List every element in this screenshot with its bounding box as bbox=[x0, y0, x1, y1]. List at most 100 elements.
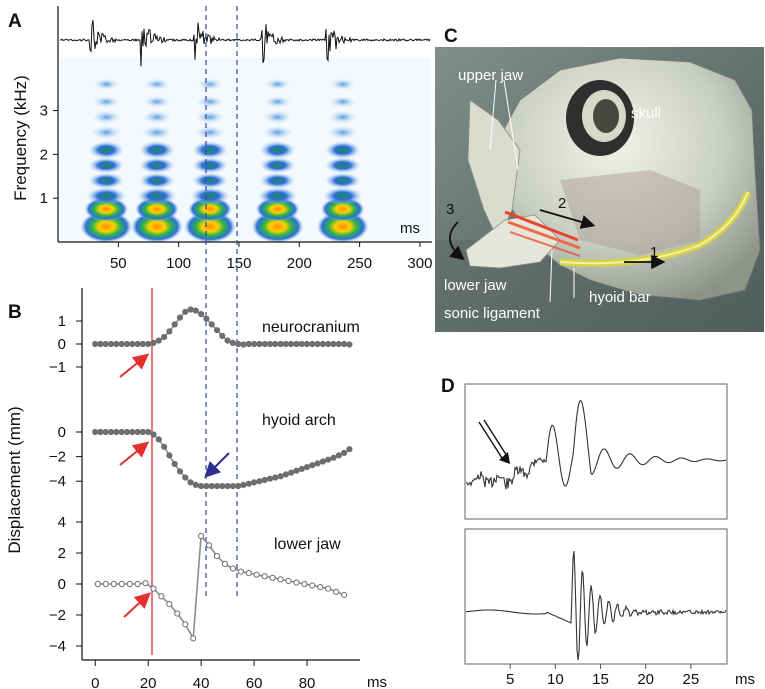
spectrogram-band bbox=[90, 125, 123, 140]
spectrogram-band bbox=[91, 110, 122, 125]
data-point bbox=[235, 483, 242, 490]
data-point bbox=[118, 428, 125, 436]
spectrogram-band bbox=[138, 141, 175, 159]
data-point bbox=[94, 580, 102, 588]
data-point bbox=[198, 311, 205, 318]
data-point bbox=[261, 340, 268, 348]
red-arrow-lower-jaw bbox=[123, 592, 151, 618]
data-point bbox=[206, 542, 213, 549]
panel-b-y-tick-label: −4 bbox=[49, 638, 66, 655]
data-point bbox=[319, 458, 326, 465]
data-point bbox=[142, 580, 149, 587]
panel-b-x-tick-label: 0 bbox=[91, 675, 99, 689]
data-point bbox=[155, 436, 162, 443]
data-point bbox=[134, 428, 141, 436]
data-point bbox=[126, 580, 133, 588]
panel-d-x-tick-label: 20 bbox=[637, 671, 654, 688]
data-point bbox=[303, 464, 311, 471]
data-point bbox=[150, 585, 157, 592]
data-point bbox=[108, 340, 115, 348]
spectrogram-band bbox=[86, 187, 127, 205]
oscillogram-trace bbox=[59, 19, 431, 67]
panel-b-x-tick-label: 40 bbox=[193, 675, 210, 689]
data-point bbox=[176, 314, 184, 321]
spectrogram-band bbox=[192, 141, 229, 159]
data-point bbox=[145, 340, 152, 348]
data-point bbox=[139, 340, 146, 348]
spectrogram-band bbox=[190, 187, 231, 205]
data-point bbox=[309, 462, 316, 469]
data-point bbox=[113, 428, 120, 436]
spectrogram-band bbox=[92, 95, 121, 108]
data-point bbox=[309, 582, 316, 589]
data-point bbox=[182, 308, 189, 315]
data-point bbox=[272, 474, 279, 481]
spectrogram-band bbox=[324, 172, 361, 189]
panel-b-y-label: Displacement (mm) bbox=[5, 406, 24, 553]
label-sonic-ligament: sonic ligament bbox=[444, 305, 541, 322]
data-point bbox=[293, 467, 300, 474]
panel-b-y-tick-label: 2 bbox=[58, 545, 66, 562]
data-point bbox=[229, 483, 236, 490]
spectrogram-band bbox=[192, 157, 229, 174]
data-point bbox=[309, 340, 316, 348]
data-point bbox=[208, 321, 215, 328]
data-point bbox=[341, 591, 348, 599]
panel-b-y-tick-label: −2 bbox=[49, 449, 66, 466]
data-point bbox=[298, 340, 305, 348]
data-point bbox=[285, 577, 292, 585]
panel-a-x-tick-label: 100 bbox=[166, 255, 191, 272]
data-point bbox=[335, 452, 342, 459]
series-label-lower-jaw: lower jaw bbox=[274, 536, 341, 553]
data-point bbox=[198, 532, 205, 540]
data-point bbox=[325, 585, 332, 592]
data-point bbox=[158, 593, 165, 600]
data-point bbox=[237, 568, 244, 575]
red-arrow-hyoid bbox=[119, 441, 150, 466]
panel-b-y-tick-label: −4 bbox=[49, 473, 66, 490]
data-point bbox=[219, 483, 226, 490]
data-point bbox=[288, 469, 295, 476]
data-point bbox=[187, 306, 194, 313]
data-point bbox=[108, 428, 115, 436]
data-point bbox=[325, 340, 332, 348]
spectrogram-band bbox=[259, 141, 296, 159]
spectrogram-band bbox=[93, 78, 120, 91]
panel-b-y-tick-label: −2 bbox=[49, 607, 66, 624]
data-point bbox=[150, 431, 157, 438]
data-point bbox=[256, 478, 263, 485]
data-point bbox=[245, 480, 252, 487]
data-point bbox=[224, 483, 231, 490]
data-point bbox=[253, 571, 260, 578]
panel-a-y-tick-label: 2 bbox=[40, 146, 48, 163]
motion-arrow-3 bbox=[449, 221, 465, 261]
panel-d: D 5 10 15 20 25 ms bbox=[441, 376, 755, 688]
data-point bbox=[171, 460, 178, 468]
data-point bbox=[261, 573, 268, 580]
data-point bbox=[314, 460, 321, 467]
panel-c: C upper jaw skull lower jaw hy bbox=[435, 26, 764, 332]
panel-d-x-tick-label: 25 bbox=[683, 671, 700, 688]
label-arrow-1: 1 bbox=[650, 244, 658, 261]
data-point bbox=[129, 340, 136, 348]
panel-b-letter: B bbox=[8, 302, 22, 323]
data-point bbox=[92, 428, 99, 436]
spectrogram-band bbox=[192, 172, 229, 189]
spectrogram-band bbox=[138, 172, 175, 189]
data-point bbox=[282, 340, 289, 348]
data-point bbox=[277, 473, 284, 480]
data-point bbox=[341, 340, 348, 348]
data-point bbox=[333, 588, 340, 595]
data-point bbox=[203, 483, 210, 490]
data-point bbox=[176, 468, 184, 475]
spectrogram-band bbox=[263, 95, 292, 108]
data-point bbox=[301, 580, 308, 588]
panel-d-arrow bbox=[499, 452, 510, 464]
data-point bbox=[303, 340, 311, 348]
data-point bbox=[182, 474, 189, 481]
spectrogram-band bbox=[88, 172, 125, 189]
spectrogram-band bbox=[195, 110, 226, 125]
spectrogram-band bbox=[264, 78, 291, 91]
panel-b-y-tick-label: 1 bbox=[58, 313, 66, 330]
spectrogram-band bbox=[324, 141, 361, 159]
